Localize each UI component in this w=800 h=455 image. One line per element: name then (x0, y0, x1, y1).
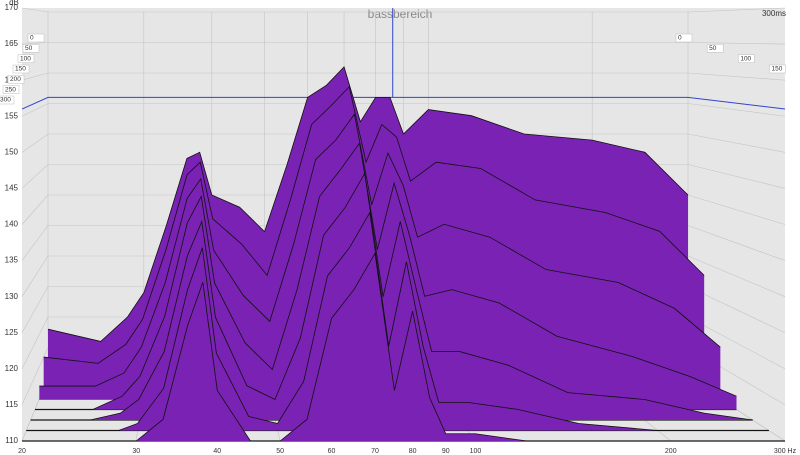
time-label: 50 (25, 45, 33, 52)
x-tick-label: 90 (442, 448, 450, 455)
slice-line (26, 211, 769, 431)
grid-line (21, 72, 786, 81)
reference-line (21, 96, 786, 110)
time-label: 0 (678, 35, 682, 42)
chart-title: bassbereich (368, 7, 433, 21)
slice-line (39, 113, 721, 387)
time-label: 0 (30, 35, 34, 42)
time-label-box (2, 85, 20, 94)
y-axis-label: dB (9, 0, 19, 7)
time-label: 150 (15, 66, 26, 73)
x-tick-label: 80 (409, 448, 417, 455)
time-label-box (0, 95, 15, 105)
x-tick-label: 100 (470, 448, 482, 455)
grid-line (21, 7, 786, 13)
time-label-box (706, 44, 724, 53)
y-tick-label: 165 (5, 39, 19, 48)
time-label-box (738, 54, 755, 63)
grid-line (21, 103, 786, 117)
time-axis-label: 300ms (762, 9, 786, 18)
slice-line (47, 66, 689, 342)
x-tick-label: 70 (371, 448, 379, 455)
time-label: 250 (5, 86, 16, 93)
y-tick-label: 135 (5, 256, 19, 265)
y-tick-label: 170 (5, 3, 19, 12)
time-label: 300 (0, 97, 11, 104)
time-label: 50 (709, 45, 717, 52)
y-tick-label: 140 (5, 220, 19, 229)
y-tick-label: 115 (5, 400, 18, 409)
x-tick-label: 300 Hz (774, 448, 797, 455)
time-label-box (12, 64, 30, 74)
y-tick-label: 150 (5, 147, 19, 156)
time-label-box (769, 64, 786, 74)
time-label: 100 (740, 55, 751, 62)
x-tick-label: 50 (276, 448, 284, 455)
time-label: 200 (10, 76, 21, 83)
x-tick-label: 200 (665, 448, 677, 455)
slice-line (22, 252, 785, 442)
y-tick-label: 110 (5, 436, 18, 445)
slice-area (22, 253, 785, 441)
slice-line (43, 85, 705, 364)
slice-line (30, 172, 753, 421)
time-label: 100 (20, 55, 31, 62)
time-label-box (675, 33, 693, 43)
x-tick-label: 30 (132, 448, 140, 455)
y-tick-label: 120 (5, 364, 19, 373)
y-tick-label: 145 (5, 184, 19, 193)
time-label-box (7, 75, 25, 84)
grid-line (21, 42, 786, 45)
y-tick-label: 125 (5, 328, 19, 337)
time-label-box (17, 54, 35, 63)
y-tick-label: 130 (5, 292, 19, 301)
time-label-box (22, 44, 40, 53)
x-tick-label: 40 (213, 448, 221, 455)
x-tick-label: 20 (18, 448, 26, 455)
time-label: 150 (772, 66, 783, 73)
time-label-box (27, 33, 45, 43)
slice-line (35, 142, 737, 410)
x-tick-label: 60 (328, 448, 336, 455)
y-tick-label: 155 (5, 111, 19, 120)
